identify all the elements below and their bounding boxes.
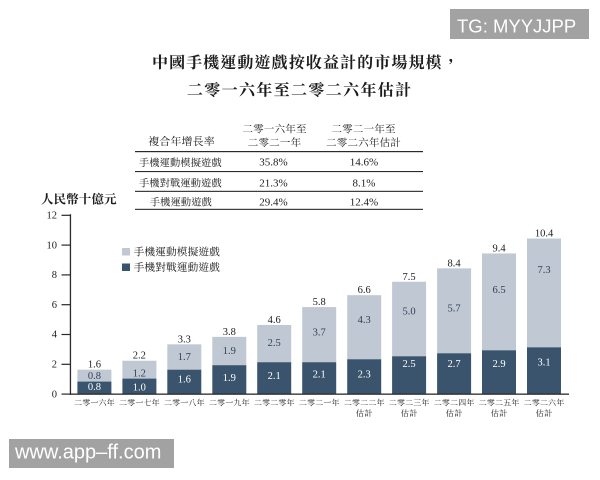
svg-text:4.6: 4.6 — [268, 315, 281, 326]
svg-text:6: 6 — [52, 300, 57, 311]
svg-text:3.1: 3.1 — [537, 357, 550, 368]
svg-text:2.9: 2.9 — [492, 359, 505, 370]
svg-text:12.4%: 12.4% — [350, 196, 378, 208]
svg-text:7.5: 7.5 — [403, 272, 416, 283]
svg-text:3.3: 3.3 — [178, 334, 191, 345]
svg-text:8.4: 8.4 — [448, 258, 462, 269]
svg-text:7.3: 7.3 — [537, 265, 550, 276]
svg-text:2.2: 2.2 — [133, 351, 146, 362]
svg-text:14.6%: 14.6% — [350, 156, 378, 168]
svg-text:10: 10 — [47, 240, 58, 251]
svg-text:3.7: 3.7 — [313, 327, 326, 338]
svg-text:1.7: 1.7 — [178, 352, 191, 363]
svg-text:8.1%: 8.1% — [353, 177, 376, 189]
svg-text:1.2: 1.2 — [133, 369, 146, 380]
svg-text:TG: MYYJJPP: TG: MYYJJPP — [457, 16, 576, 37]
svg-text:2.1: 2.1 — [268, 371, 281, 382]
svg-text:4: 4 — [52, 330, 58, 341]
svg-text:10.4: 10.4 — [535, 229, 554, 240]
svg-text:2: 2 — [52, 360, 57, 371]
svg-text:21.3%: 21.3% — [259, 177, 287, 189]
svg-text:2.3: 2.3 — [358, 370, 371, 381]
svg-text:2.1: 2.1 — [313, 370, 326, 381]
svg-text:1.9: 1.9 — [223, 373, 236, 384]
svg-text:0: 0 — [52, 389, 57, 400]
svg-text:1.6: 1.6 — [88, 360, 101, 371]
svg-text:3.8: 3.8 — [223, 327, 236, 338]
svg-text:0.8: 0.8 — [88, 371, 101, 382]
svg-text:9.4: 9.4 — [492, 243, 506, 254]
svg-text:6.6: 6.6 — [358, 285, 371, 296]
svg-text:1.9: 1.9 — [223, 346, 236, 357]
svg-text:2.5: 2.5 — [268, 338, 281, 349]
svg-text:29.4%: 29.4% — [259, 196, 287, 208]
svg-text:12: 12 — [47, 211, 58, 222]
svg-text:1.0: 1.0 — [133, 383, 146, 394]
svg-text:1.6: 1.6 — [178, 375, 191, 386]
svg-text:2.7: 2.7 — [448, 359, 461, 370]
svg-text:2.5: 2.5 — [403, 359, 416, 370]
svg-text:8: 8 — [52, 270, 57, 281]
svg-text:www.app–ff.com: www.app–ff.com — [14, 442, 161, 464]
svg-text:6.5: 6.5 — [492, 285, 505, 296]
svg-text:4.3: 4.3 — [358, 315, 371, 326]
svg-text:0.8: 0.8 — [88, 382, 101, 393]
svg-text:5.0: 5.0 — [403, 307, 416, 318]
svg-text:35.8%: 35.8% — [259, 156, 287, 168]
svg-text:5.8: 5.8 — [313, 297, 326, 308]
svg-text:5.7: 5.7 — [448, 304, 461, 315]
